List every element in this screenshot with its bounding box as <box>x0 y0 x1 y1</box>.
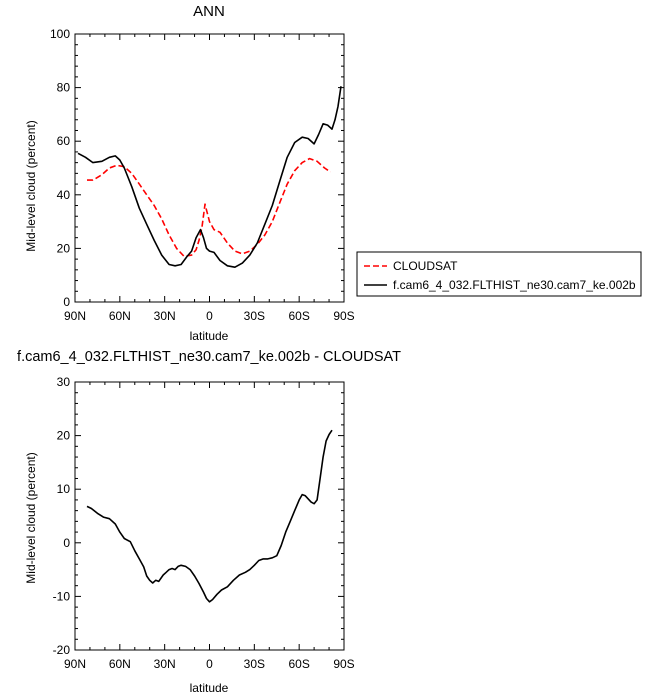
bottom-plot-frame <box>74 381 345 651</box>
bottom-axes-layer: 90N 60N 30N 0 30S 60S 90S -20 -10 0 10 20 30 <box>53 375 355 671</box>
top-panel: ANN 90N 60N 30N 0 30S 60S 90S 0 20 40 60 80 100 lati… <box>24 3 642 343</box>
bottom-y-tick-label: 10 <box>57 482 71 496</box>
bottom-x-tick-label: 90N <box>64 657 86 671</box>
top-series-line-0 <box>87 157 331 258</box>
top-y-tick-label: 0 <box>63 295 70 309</box>
top-axes-layer: 90N 60N 30N 0 30S 60S 90S 0 20 40 60 80 100 <box>50 27 355 323</box>
bottom-x-axis-label: latitude <box>190 681 229 695</box>
top-x-tick-label: 30N <box>154 309 176 323</box>
legend-label-model: f.cam6_4_032.FLTHIST_ne30.cam7_ke.002b <box>393 278 636 292</box>
top-x-tick-label: 0 <box>206 309 213 323</box>
top-y-tick-label: 80 <box>57 81 71 95</box>
bottom-y-tick-label: 20 <box>57 429 71 443</box>
top-x-tick-label: 30S <box>244 309 265 323</box>
bottom-x-tick-label: 60S <box>288 657 309 671</box>
top-series-line-1 <box>77 86 342 269</box>
top-y-tick-label: 60 <box>57 134 71 148</box>
bottom-series-line-0 <box>86 429 333 603</box>
top-y-tick-label: 20 <box>57 241 71 255</box>
top-plot-frame <box>74 33 345 303</box>
top-x-axis-label: latitude <box>190 329 229 343</box>
top-chart-title: ANN <box>193 3 225 20</box>
top-x-tick-label: 90S <box>333 309 354 323</box>
bottom-x-tick-label: 90S <box>333 657 354 671</box>
bottom-panel: f.cam6_4_032.FLTHIST_ne30.cam7_ke.002b -… <box>17 349 401 695</box>
bottom-y-axis-label: Mid-level cloud (percent) <box>24 452 38 583</box>
top-x-tick-label: 90N <box>64 309 86 323</box>
top-x-tick-label: 60S <box>288 309 309 323</box>
top-y-tick-label: 40 <box>57 188 71 202</box>
bottom-x-tick-label: 30N <box>154 657 176 671</box>
bottom-series-layer <box>86 429 333 603</box>
bottom-y-tick-label: 30 <box>57 375 71 389</box>
top-x-tick-label: 60N <box>109 309 131 323</box>
bottom-x-tick-label: 60N <box>109 657 131 671</box>
legend-label-cloudsat: CLOUDSAT <box>393 259 458 273</box>
top-series-layer <box>77 86 342 269</box>
bottom-y-tick-label: -10 <box>53 589 71 603</box>
bottom-chart-title: f.cam6_4_032.FLTHIST_ne30.cam7_ke.002b -… <box>17 349 401 365</box>
legend: CLOUDSAT f.cam6_4_032.FLTHIST_ne30.cam7_… <box>356 251 642 297</box>
top-y-tick-label: 100 <box>50 27 70 41</box>
top-y-axis-label: Mid-level cloud (percent) <box>24 120 38 251</box>
bottom-x-tick-label: 30S <box>244 657 265 671</box>
bottom-y-tick-label: -20 <box>53 643 71 657</box>
legend-box <box>356 251 642 297</box>
bottom-y-tick-label: 0 <box>63 536 70 550</box>
bottom-x-tick-label: 0 <box>206 657 213 671</box>
